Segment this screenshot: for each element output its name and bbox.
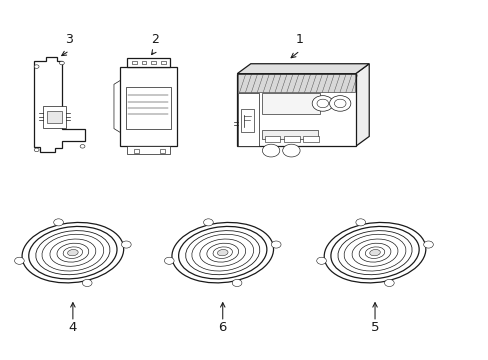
Bar <box>262 93 320 114</box>
Circle shape <box>282 144 300 157</box>
Circle shape <box>80 145 85 148</box>
Bar <box>161 60 165 64</box>
Circle shape <box>203 219 213 226</box>
Bar <box>160 149 164 153</box>
Text: 2: 2 <box>150 33 158 46</box>
Circle shape <box>271 241 281 248</box>
Ellipse shape <box>324 222 425 283</box>
Bar <box>238 75 354 92</box>
Ellipse shape <box>200 239 245 266</box>
Ellipse shape <box>213 247 232 258</box>
Bar <box>151 60 156 64</box>
Ellipse shape <box>22 222 123 283</box>
Bar <box>127 58 169 67</box>
Ellipse shape <box>365 247 384 258</box>
Bar <box>238 93 258 145</box>
Ellipse shape <box>369 249 380 256</box>
Circle shape <box>334 99 346 108</box>
Text: 6: 6 <box>218 321 226 334</box>
Circle shape <box>34 148 39 152</box>
Circle shape <box>384 279 393 287</box>
Text: 4: 4 <box>68 321 77 334</box>
Text: 5: 5 <box>370 321 379 334</box>
Circle shape <box>316 257 325 264</box>
Polygon shape <box>34 57 85 152</box>
Circle shape <box>329 96 350 111</box>
Circle shape <box>232 279 242 287</box>
Bar <box>284 136 299 142</box>
Bar <box>237 74 355 146</box>
Polygon shape <box>237 64 368 74</box>
Bar <box>134 149 138 153</box>
Bar <box>262 130 317 139</box>
Circle shape <box>121 241 131 248</box>
Bar <box>127 146 169 154</box>
Bar <box>125 87 171 129</box>
Circle shape <box>82 279 92 287</box>
Ellipse shape <box>191 234 253 271</box>
Ellipse shape <box>185 231 259 275</box>
Bar <box>43 106 66 127</box>
Bar <box>240 109 254 132</box>
Circle shape <box>60 61 64 65</box>
Ellipse shape <box>344 234 405 271</box>
Circle shape <box>15 257 24 264</box>
Ellipse shape <box>351 239 397 266</box>
Ellipse shape <box>358 243 390 262</box>
Ellipse shape <box>178 226 266 279</box>
Text: 3: 3 <box>65 33 73 46</box>
Circle shape <box>262 144 279 157</box>
Ellipse shape <box>57 243 89 262</box>
Ellipse shape <box>29 226 117 279</box>
Ellipse shape <box>217 249 227 256</box>
Circle shape <box>316 99 328 108</box>
Ellipse shape <box>67 249 78 256</box>
Text: 1: 1 <box>296 33 304 46</box>
Ellipse shape <box>172 222 273 283</box>
Polygon shape <box>355 64 368 146</box>
Circle shape <box>164 257 174 264</box>
Bar <box>141 60 146 64</box>
Bar <box>132 60 137 64</box>
Bar <box>303 136 318 142</box>
Ellipse shape <box>206 243 238 262</box>
Ellipse shape <box>42 234 103 271</box>
Ellipse shape <box>50 239 96 266</box>
Circle shape <box>311 96 333 111</box>
Bar <box>264 136 280 142</box>
Circle shape <box>54 219 63 226</box>
Bar <box>47 111 62 123</box>
Ellipse shape <box>63 247 82 258</box>
Bar <box>120 67 177 146</box>
Circle shape <box>34 65 39 68</box>
Ellipse shape <box>36 231 110 275</box>
Circle shape <box>423 241 432 248</box>
Circle shape <box>355 219 365 226</box>
Ellipse shape <box>330 226 418 279</box>
Ellipse shape <box>337 231 411 275</box>
